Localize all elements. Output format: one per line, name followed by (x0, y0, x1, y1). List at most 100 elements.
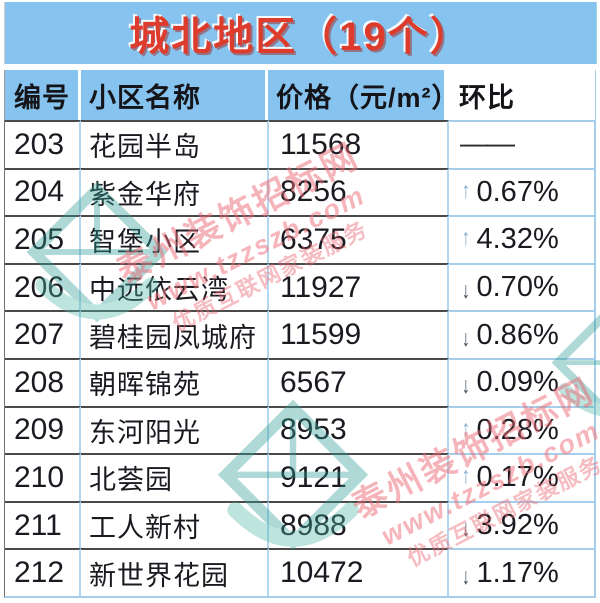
row-id: 203 (14, 127, 65, 161)
row-id-cell: 210 (5, 453, 81, 501)
table-header-row: 编号 小区名称 价格（元/m²） 环比 (4, 70, 596, 120)
row-change-cell: ↓ 0.09% (449, 357, 596, 406)
trend-down-arrow-icon: ↓ (461, 277, 470, 304)
price-value: 8953 (280, 413, 347, 447)
trend-up-arrow-icon: ↑ (461, 414, 470, 441)
row-price-cell: 9121 (269, 453, 449, 501)
row-change-cell: —— (449, 120, 596, 168)
price-value: 10472 (280, 556, 364, 590)
change-value: —— (460, 128, 515, 161)
row-change-cell: ↓ 0.70% (449, 262, 596, 311)
row-price-cell: 6375 (269, 215, 449, 263)
trend-up-arrow-icon: ↑ (461, 224, 470, 251)
row-name-cell: 朝晖锦苑 (81, 357, 269, 406)
column-header-price: 价格（元/m²） (268, 70, 459, 120)
trend-down-arrow-icon: ↓ (461, 515, 470, 542)
row-name-cell: 紫金华府 (81, 167, 269, 216)
row-id: 206 (14, 270, 65, 304)
row-id: 212 (14, 556, 65, 590)
community-name: 工人新村 (89, 513, 201, 544)
row-id-cell: 208 (5, 357, 81, 406)
community-name: 新世界花园 (89, 560, 229, 591)
row-change-cell: ↑ 0.17% (449, 453, 596, 501)
row-price-cell: 8953 (269, 405, 449, 454)
row-id-cell: 211 (5, 500, 81, 549)
row-name-cell: 碧桂园凤城府 (81, 310, 269, 358)
row-id-cell: 205 (5, 215, 81, 263)
column-header-id: 编号 (5, 70, 81, 120)
table-row: 206 中远依云湾 11927 ↓ 0.70% (5, 262, 596, 311)
row-id: 208 (14, 365, 65, 399)
table-row: 203 花园半岛 11568 —— (5, 120, 596, 168)
table-row: 205 智堡小区 6375 ↑ 4.32% (5, 215, 596, 263)
price-value: 11568 (280, 127, 362, 161)
row-name-cell: 中远依云湾 (81, 262, 269, 311)
row-change-cell: ↓ 1.17% (449, 548, 596, 596)
row-id: 209 (14, 413, 65, 447)
change-value: 0.86% (476, 318, 559, 351)
row-name-cell: 工人新村 (81, 500, 269, 549)
change-value: 0.17% (476, 461, 559, 494)
page-title: 城北地区（19个） (129, 15, 472, 59)
table-body: 203 花园半岛 11568 —— 204 紫金华府 8256 (4, 120, 596, 598)
row-price-cell: 11568 (269, 120, 449, 168)
change-value: 0.28% (476, 413, 559, 446)
change-value: 0.09% (476, 366, 559, 399)
community-name: 东河阳光 (89, 417, 201, 448)
price-value: 9121 (280, 460, 347, 494)
change-value: 3.92% (476, 509, 559, 542)
table-row: 204 紫金华府 8256 ↑ 0.67% (5, 167, 596, 216)
row-price-cell: 8988 (269, 500, 449, 549)
row-name-cell: 东河阳光 (81, 405, 269, 454)
table-row: 211 工人新村 8988 ↓ 3.92% (5, 500, 596, 549)
table-row: 210 北荟园 9121 ↑ 0.17% (5, 453, 596, 501)
table-row: 209 东河阳光 8953 ↑ 0.28% (5, 405, 596, 454)
column-header-name: 小区名称 (81, 70, 268, 120)
row-id-cell: 204 (5, 167, 81, 216)
row-id-cell: 209 (5, 405, 81, 454)
column-header-change: 环比 (447, 70, 596, 120)
row-change-cell: ↑ 0.67% (449, 167, 596, 216)
trend-up-arrow-icon: ↑ (461, 176, 470, 203)
row-name-cell: 新世界花园 (81, 548, 269, 596)
community-name: 碧桂园凤城府 (89, 322, 257, 353)
row-change-cell: ↑ 4.32% (449, 215, 596, 263)
change-value: 0.67% (476, 175, 559, 208)
row-price-cell: 10472 (269, 548, 449, 596)
row-change-cell: ↓ 0.86% (449, 310, 596, 358)
change-value: 0.70% (476, 271, 559, 304)
row-name-cell: 智堡小区 (81, 215, 269, 263)
row-id-cell: 207 (5, 310, 81, 358)
change-value: 4.32% (476, 223, 559, 256)
community-name: 中远依云湾 (89, 275, 229, 306)
row-price-cell: 11927 (269, 262, 449, 311)
row-id-cell: 212 (5, 548, 81, 596)
row-id: 207 (14, 318, 65, 352)
community-name: 紫金华府 (89, 179, 201, 210)
community-name: 朝晖锦苑 (89, 370, 201, 401)
row-id: 211 (14, 508, 62, 542)
table-row: 207 碧桂园凤城府 11599 ↓ 0.86% (5, 310, 596, 358)
trend-down-arrow-icon: ↓ (461, 324, 470, 351)
price-value: 8988 (280, 508, 347, 542)
price-value: 11927 (280, 270, 362, 304)
trend-up-arrow-icon: ↑ (461, 462, 470, 489)
row-name-cell: 花园半岛 (81, 120, 269, 168)
row-price-cell: 8256 (269, 167, 449, 216)
community-name: 花园半岛 (89, 132, 201, 163)
row-id: 205 (14, 222, 65, 256)
row-id-cell: 203 (5, 120, 81, 168)
trend-down-arrow-icon: ↓ (461, 562, 470, 589)
row-id-cell: 206 (5, 262, 81, 311)
row-change-cell: ↑ 0.28% (449, 405, 596, 454)
row-change-cell: ↓ 3.92% (449, 500, 596, 549)
row-id: 204 (14, 175, 65, 209)
price-value: 6375 (280, 222, 347, 256)
price-value: 6567 (280, 365, 347, 399)
community-name: 北荟园 (89, 465, 173, 496)
row-id: 210 (14, 460, 65, 494)
table-row: 212 新世界花园 10472 ↓ 1.17% (5, 548, 596, 596)
table-title-bar: 城北地区（19个） (4, 2, 597, 64)
price-value: 8256 (280, 175, 347, 209)
